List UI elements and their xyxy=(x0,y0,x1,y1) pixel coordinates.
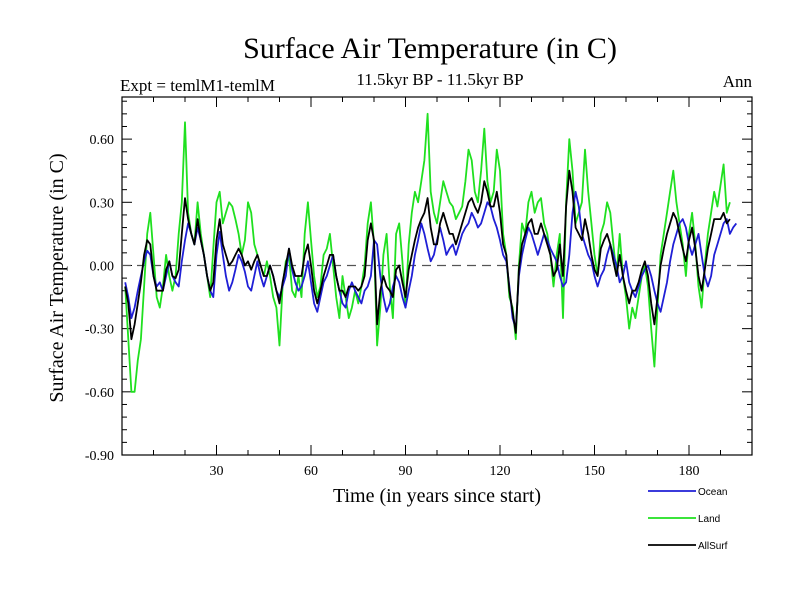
plot-frame xyxy=(121,96,753,456)
legend-label-allsurf: AllSurf xyxy=(698,541,728,552)
axis-ticks: 30 60 90 120 150 180 -0.90 -0.60 -0.30 0.00 0.30 0.… xyxy=(85,97,752,479)
legend: Ocean Land AllSurf xyxy=(648,487,728,552)
experiment-label: Expt = temlM1-temlM xyxy=(120,76,275,95)
x-tick-label: 60 xyxy=(304,464,318,479)
legend-label-land: Land xyxy=(698,514,720,525)
series-line-ocean xyxy=(124,190,738,330)
x-tick-label: 180 xyxy=(679,464,700,479)
y-tick-label: -0.90 xyxy=(85,449,114,464)
chart-title: Surface Air Temperature (in C) xyxy=(243,32,617,65)
legend-label-ocean: Ocean xyxy=(698,487,727,498)
period-label: 11.5kyr BP - 11.5kyr BP xyxy=(356,70,523,89)
x-tick-label: 90 xyxy=(399,464,413,479)
season-label: Ann xyxy=(723,72,753,91)
y-tick-label: -0.30 xyxy=(85,323,114,338)
x-tick-label: 150 xyxy=(584,464,605,479)
y-axis-label: Surface Air Temperature (in C) xyxy=(46,153,68,402)
series-line-land xyxy=(124,112,731,393)
x-tick-label: 30 xyxy=(210,464,224,479)
series-line-allsurf xyxy=(124,169,731,341)
y-tick-label: -0.60 xyxy=(85,386,114,401)
x-axis-label: Time (in years since start) xyxy=(333,485,541,507)
y-tick-label: 0.00 xyxy=(90,259,115,274)
x-tick-label: 120 xyxy=(490,464,511,479)
y-tick-label: 0.30 xyxy=(90,196,115,211)
y-tick-label: 0.60 xyxy=(90,133,115,148)
series-group xyxy=(124,112,738,393)
